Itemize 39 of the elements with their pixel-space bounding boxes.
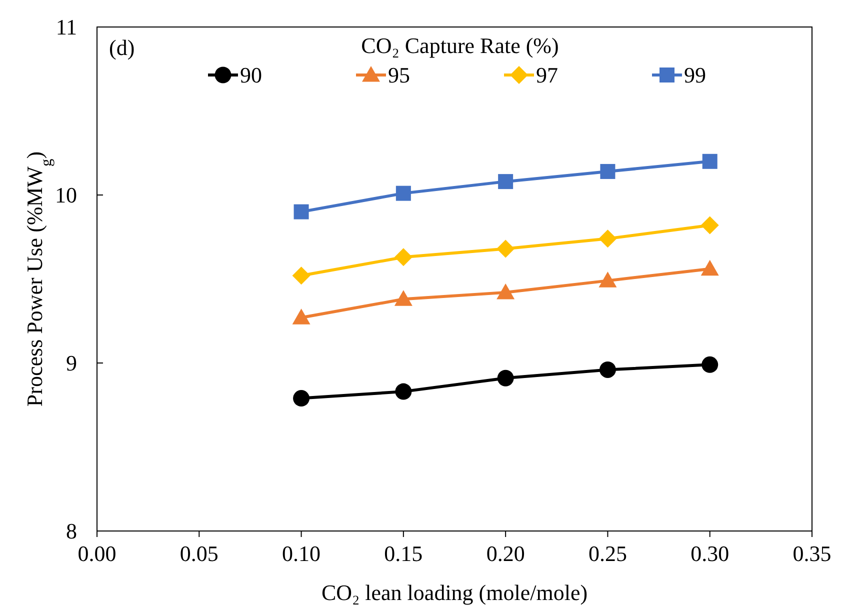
point	[702, 154, 718, 169]
x-tick-label: 0.20	[486, 541, 525, 566]
point	[498, 174, 514, 190]
x-tick-label: 0.00	[78, 541, 116, 566]
point	[598, 272, 617, 288]
y-tick-label: 9	[66, 350, 77, 376]
x-tick-label: 0.25	[588, 541, 627, 566]
y-tick-label: 10	[55, 182, 77, 208]
point	[700, 260, 719, 276]
point	[292, 266, 310, 285]
point	[394, 290, 412, 306]
legend-label: 97	[536, 62, 558, 88]
point	[294, 204, 309, 220]
y-tick-label: 11	[56, 14, 77, 40]
point	[292, 308, 310, 324]
legend-label: 90	[240, 62, 262, 88]
x-tick-label: 0.15	[384, 541, 423, 566]
point	[702, 356, 718, 373]
point	[496, 240, 515, 258]
point	[394, 248, 412, 266]
x-tick-label: 0.35	[792, 541, 832, 566]
point	[599, 361, 616, 378]
point	[396, 186, 411, 201]
x-axis-title: CO₂ lean loading (mole/mole)	[321, 580, 588, 605]
point	[600, 164, 616, 179]
x-tick-label: 0.05	[180, 541, 218, 566]
x-tick-label: 0.30	[690, 541, 730, 566]
x-tick-label: 0.10	[282, 541, 321, 566]
y-tick-label: 8	[66, 518, 77, 544]
legend-title: CO₂ Capture Rate (%)	[361, 33, 559, 58]
point	[598, 230, 617, 248]
legend-label: 99	[684, 62, 706, 88]
point	[293, 390, 310, 407]
annotation: (d)	[109, 35, 135, 60]
point	[497, 370, 514, 386]
point	[395, 383, 412, 400]
legend-label: 95	[388, 62, 410, 88]
point	[700, 216, 719, 234]
point	[496, 283, 515, 300]
